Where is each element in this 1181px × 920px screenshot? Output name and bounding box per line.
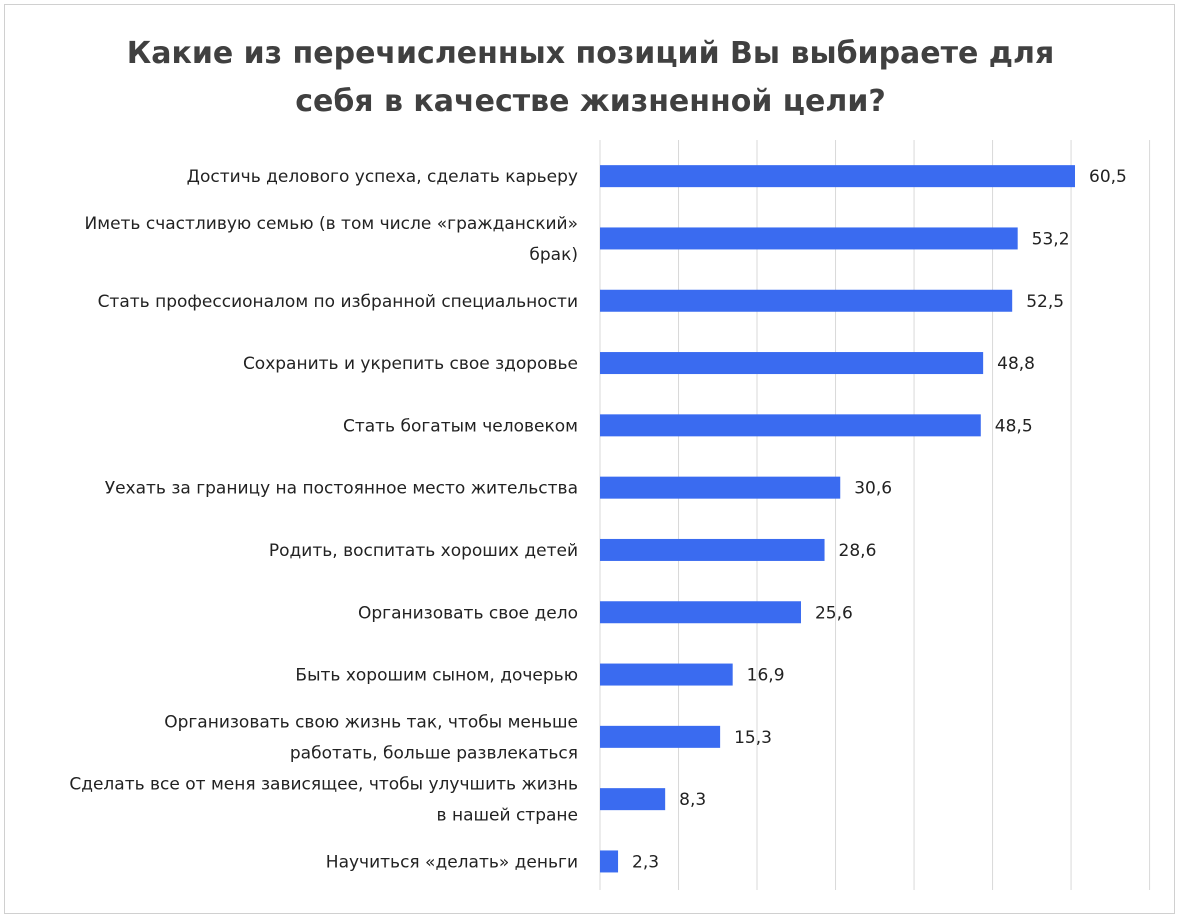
chart-title: Какие из перечисленных позиций Вы выбира… — [0, 30, 1181, 126]
category-label: Сделать все от меня зависящее, чтобы улу… — [69, 775, 578, 795]
category-label: Иметь счастливую семью (в том числе «гра… — [85, 214, 578, 234]
category-label: в нашей стране — [437, 806, 578, 826]
value-label: 15,3 — [734, 728, 772, 748]
value-label: 53,2 — [1032, 229, 1070, 249]
bar — [600, 227, 1018, 250]
category-label: Сохранить и укрепить свое здоровье — [243, 354, 578, 374]
category-label: Стать профессионалом по избранной специа… — [98, 292, 578, 312]
bars — [600, 165, 1075, 873]
bar — [600, 476, 841, 499]
value-label: 52,5 — [1026, 292, 1064, 312]
category-label: работать, больше развлекаться — [290, 743, 578, 763]
category-labels: Достичь делового успеха, сделать карьеру… — [69, 167, 578, 872]
value-label: 16,9 — [747, 666, 785, 686]
category-label: Достичь делового успеха, сделать карьеру — [187, 167, 578, 187]
value-label: 25,6 — [815, 603, 853, 623]
category-label: Стать богатым человеком — [343, 416, 578, 436]
bar — [600, 352, 984, 375]
bar — [600, 788, 666, 811]
category-label: Уехать за границу на постоянное место жи… — [105, 479, 578, 499]
value-label: 8,3 — [679, 790, 706, 810]
value-labels: 60,5 53,2 52,5 48,8 48,5 30,6 28,6 25,6 16,9 15,3… — [632, 167, 1127, 872]
chart-frame — [4, 4, 1175, 914]
gridlines — [599, 140, 1151, 890]
bar — [600, 414, 981, 437]
category-label: Организовать свою жизнь так, чтобы меньш… — [164, 712, 578, 732]
value-label: 30,6 — [854, 479, 892, 499]
chart-title-line-2: себя в качестве жизненной цели? — [295, 84, 886, 119]
category-label: Организовать свое дело — [358, 603, 578, 623]
category-label: Научиться «делать» деньги — [326, 852, 578, 872]
category-label: Родить, воспитать хороших детей — [269, 541, 578, 561]
value-label: 48,8 — [997, 354, 1035, 374]
value-label: 28,6 — [839, 541, 877, 561]
category-label: брак) — [529, 245, 578, 265]
bar — [600, 289, 1013, 312]
value-label: 48,5 — [995, 416, 1033, 436]
bar — [600, 850, 619, 873]
bar — [600, 601, 801, 624]
bar — [600, 538, 825, 561]
value-label: 2,3 — [632, 852, 659, 872]
bar — [600, 663, 733, 686]
value-label: 60,5 — [1089, 167, 1127, 187]
bar — [600, 725, 721, 748]
chart-title-line-1: Какие из перечисленных позиций Вы выбира… — [126, 36, 1055, 71]
bar — [600, 165, 1075, 188]
category-label: Быть хорошим сыном, дочерью — [295, 666, 578, 686]
